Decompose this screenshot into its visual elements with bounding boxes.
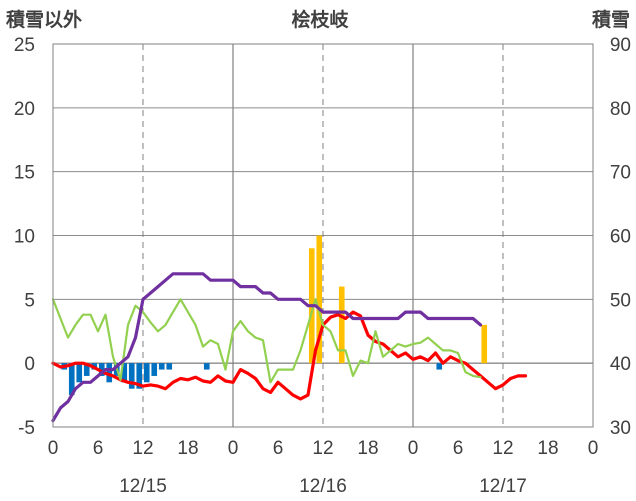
x-tick-label: 12 (312, 438, 333, 459)
bar (68, 363, 75, 396)
bar (316, 235, 323, 364)
x-tick-label: 6 (93, 438, 104, 459)
left-tick-label: 10 (14, 227, 35, 248)
bar (158, 363, 165, 370)
bar (436, 363, 443, 370)
x-tick-label: 12 (132, 438, 153, 459)
bar (106, 363, 113, 383)
left-tick-label: 5 (24, 290, 35, 311)
right-tick-label: 70 (610, 163, 631, 184)
left-axis-title: 積雪以外 (6, 8, 82, 31)
right-axis-ticks: 90 80 70 60 50 40 30 (610, 35, 631, 439)
x-tick-label: 6 (273, 438, 284, 459)
right-tick-label: 80 (610, 99, 631, 120)
bar (121, 363, 128, 383)
date-label: 12/16 (299, 476, 347, 497)
x-tick-label: 0 (408, 438, 419, 459)
x-tick-label: 12 (492, 438, 513, 459)
right-tick-label: 30 (610, 418, 631, 439)
bar (136, 363, 143, 389)
x-tick-label: 0 (588, 438, 599, 459)
x-tick-label: 18 (537, 438, 558, 459)
series-line (51, 298, 482, 384)
right-tick-label: 40 (610, 354, 631, 375)
x-tick-label: 18 (177, 438, 198, 459)
left-tick-label: 15 (14, 163, 35, 184)
series-line (51, 310, 528, 401)
date-label: 12/17 (479, 476, 527, 497)
bar (83, 363, 90, 376)
plot-frame (52, 43, 594, 428)
bar (166, 363, 173, 370)
date-label: 12/15 (119, 476, 167, 497)
left-tick-label: 0 (24, 354, 35, 375)
right-tick-label: 90 (610, 35, 631, 56)
bar (128, 363, 135, 389)
left-tick-label: 25 (14, 35, 35, 56)
right-axis-title: 積雪 (592, 8, 630, 31)
left-tick-label: 20 (14, 99, 35, 120)
chart-title: 桧枝岐 (291, 8, 349, 31)
bar (481, 324, 488, 364)
x-tick-label: 0 (228, 438, 239, 459)
date-labels: 12/15 12/16 12/17 (119, 476, 527, 497)
bar (338, 286, 345, 364)
right-tick-label: 60 (610, 227, 631, 248)
right-tick-label: 50 (610, 290, 631, 311)
x-axis-ticks: 0 6 12 18 0 6 12 18 0 6 12 18 0 (48, 438, 599, 459)
bar (76, 363, 83, 383)
bar (151, 363, 158, 376)
bar (143, 363, 150, 383)
x-tick-label: 0 (48, 438, 59, 459)
bar (98, 363, 105, 376)
left-axis-ticks: 25 20 15 10 5 0 -5 (14, 35, 35, 439)
x-tick-label: 18 (357, 438, 378, 459)
x-tick-label: 6 (453, 438, 464, 459)
series-line (51, 272, 483, 423)
line-series (51, 272, 528, 423)
left-tick-label: -5 (18, 418, 35, 439)
bar (203, 363, 210, 370)
